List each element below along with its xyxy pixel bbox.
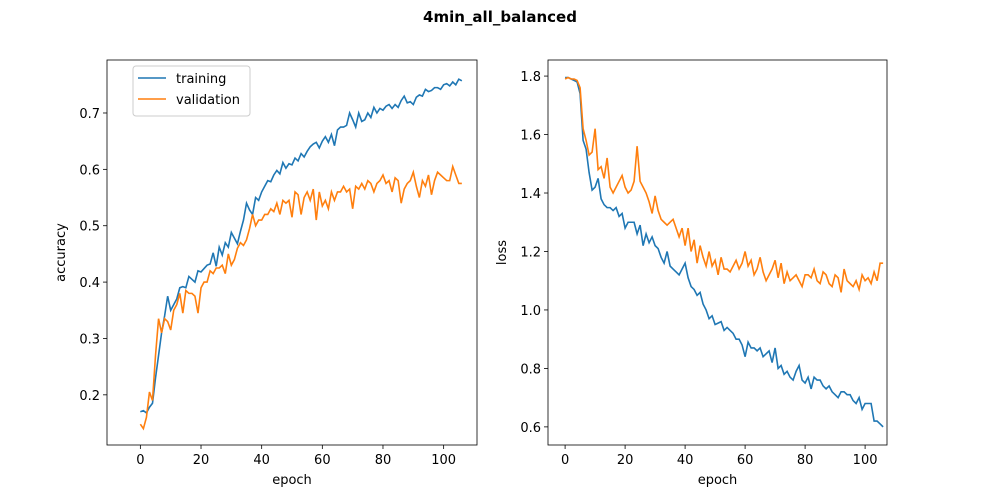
x-tick-label: 40: [253, 453, 270, 468]
x-tick-label: 40: [677, 453, 694, 468]
axes-frame: [547, 59, 888, 446]
x-tick-label: 0: [136, 453, 144, 468]
x-axis-label: epoch: [698, 473, 738, 488]
x-tick-label: 0: [561, 453, 569, 468]
y-tick-label: 0.6: [79, 163, 100, 178]
y-tick-label: 0.5: [79, 220, 100, 235]
y-tick-label: 1.2: [520, 245, 541, 260]
y-tick-label: 1.6: [520, 129, 541, 144]
y-axis-label: accuracy: [54, 223, 69, 282]
x-tick-label: 20: [193, 453, 210, 468]
y-tick-label: 1.8: [520, 70, 541, 85]
y-tick-label: 0.3: [79, 332, 100, 347]
x-axis-label: epoch: [272, 473, 312, 488]
figure-title: 4min_all_balanced: [423, 8, 577, 26]
y-tick-label: 0.6: [520, 421, 541, 436]
y-tick-label: 0.2: [79, 389, 100, 404]
y-tick-label: 1.0: [520, 304, 541, 319]
series-line: [139, 163, 462, 431]
y-axis-label: loss: [495, 240, 510, 265]
series-line: [564, 76, 884, 293]
x-tick-label: 100: [853, 453, 878, 468]
y-tick-label: 1.4: [520, 187, 541, 202]
series-line: [140, 78, 463, 415]
y-tick-label: 0.7: [79, 107, 100, 122]
x-tick-label: 80: [797, 453, 814, 468]
x-tick-label: 20: [617, 453, 634, 468]
x-tick-label: 100: [431, 453, 456, 468]
x-tick-label: 60: [314, 453, 331, 468]
y-tick-label: 0.4: [79, 276, 100, 291]
axes-frame: [106, 59, 478, 446]
series-line: [565, 76, 884, 428]
y-tick-label: 0.8: [520, 362, 541, 377]
x-tick-label: 80: [375, 453, 392, 468]
legend-label: validation: [176, 93, 240, 108]
x-tick-label: 60: [737, 453, 754, 468]
legend-label: training: [176, 72, 226, 87]
